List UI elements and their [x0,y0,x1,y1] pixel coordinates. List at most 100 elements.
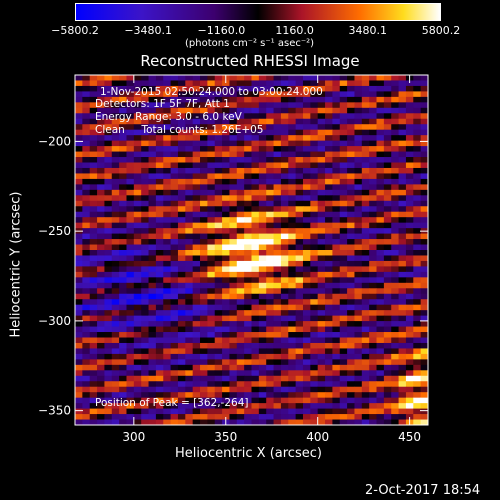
heatmap-cell [192,102,201,109]
heatmap-cell [310,414,319,420]
heatmap-cell [339,195,348,202]
heatmap-cell [266,96,274,103]
heatmap-cell [369,282,377,289]
heatmap-cell [229,167,238,174]
heatmap-cell [258,337,267,344]
heatmap-cell [413,75,422,81]
heatmap-cell [214,167,223,174]
heatmap-cell [369,135,377,142]
heatmap-cell [133,392,142,399]
heatmap-cell [214,304,223,311]
heatmap-cell [288,419,297,426]
heatmap-cell [126,228,135,234]
heatmap-cell [148,271,157,278]
heatmap-cell [229,255,238,262]
heatmap-cell [222,381,230,388]
heatmap-cell [104,162,113,169]
heatmap-cell [288,195,297,202]
heatmap-cell [391,118,399,125]
heatmap-cell [119,217,127,224]
heatmap-cell [361,178,370,185]
heatmap-cell [273,195,282,202]
heatmap-cell [155,255,164,262]
heatmap-cell [104,211,113,218]
heatmap-cell [119,364,127,371]
heatmap-cell [376,200,385,207]
heatmap-cell [280,184,289,191]
heatmap-cell [207,75,216,81]
heatmap-cell [266,85,274,92]
heatmap-cell [185,113,194,120]
heatmap-cell [369,124,377,131]
heatmap-cell [376,85,385,92]
heatmap-cell [376,364,385,371]
heatmap-cell [420,189,429,196]
heatmap-cell [332,80,341,87]
heatmap-cell [200,173,208,180]
heatmap-cell [104,250,113,256]
heatmap-cell [185,277,194,284]
heatmap-cell [155,200,164,207]
heatmap-cell [339,277,348,284]
heatmap-cell [133,146,142,152]
heatmap-cell [325,228,333,234]
heatmap-cell [200,271,208,278]
heatmap-cell [258,75,267,81]
heatmap-cell [258,321,267,327]
heatmap-cell [222,239,230,245]
heatmap-cell [405,310,414,317]
heatmap-cell [97,403,105,409]
heatmap-cell [75,151,83,158]
heatmap-cell [302,403,311,409]
heatmap-cell [251,184,260,191]
heatmap-cell [258,239,267,245]
heatmap-cell [398,386,407,393]
heatmap-cell [177,310,186,317]
heatmap-cell [295,397,304,404]
heatmap-cell [258,250,267,256]
heatmap-cell [398,146,407,152]
heatmap-cell [207,255,216,262]
heatmap-cell [148,184,157,191]
heatmap-cell [280,157,289,163]
heatmap-cell [383,326,392,333]
heatmap-cell [391,195,399,202]
heatmap-cell [376,217,385,224]
heatmap-cell [141,403,149,409]
heatmap-cell [89,75,98,81]
heatmap-cell [163,282,171,289]
heatmap-cell [170,178,179,185]
heatmap-cell [163,124,171,131]
heatmap-cell [185,386,194,393]
heatmap-cell [97,375,105,382]
heatmap-cell [391,397,399,404]
heatmap-cell [236,353,245,360]
heatmap-cell [339,299,348,306]
heatmap-cell [317,140,326,147]
colorbar-unit-label: (photons cm⁻² s⁻¹ asec⁻²) [185,38,315,49]
heatmap-cell [413,353,422,360]
heatmap-cell [361,364,370,371]
heatmap-cell [207,178,216,185]
heatmap-cell [222,206,230,213]
heatmap-cell [354,167,363,174]
heatmap-cell [405,414,414,420]
heatmap-cell [82,315,91,322]
heatmap-cell [339,271,348,278]
heatmap-cell [200,359,208,366]
heatmap-cell [391,337,399,344]
heatmap-cell [273,315,282,322]
heatmap-cell [251,260,260,267]
heatmap-cell [75,189,83,196]
heatmap-cell [332,293,341,300]
heatmap-cell [82,293,91,300]
heatmap-cell [361,255,370,262]
heatmap-cell [405,146,414,152]
heatmap-cell [405,135,414,142]
heatmap-cell [280,293,289,300]
heatmap-cell [391,282,399,289]
heatmap-cell [148,118,157,125]
heatmap-cell [369,326,377,333]
heatmap-cell [200,282,208,289]
heatmap-cell [295,91,304,98]
